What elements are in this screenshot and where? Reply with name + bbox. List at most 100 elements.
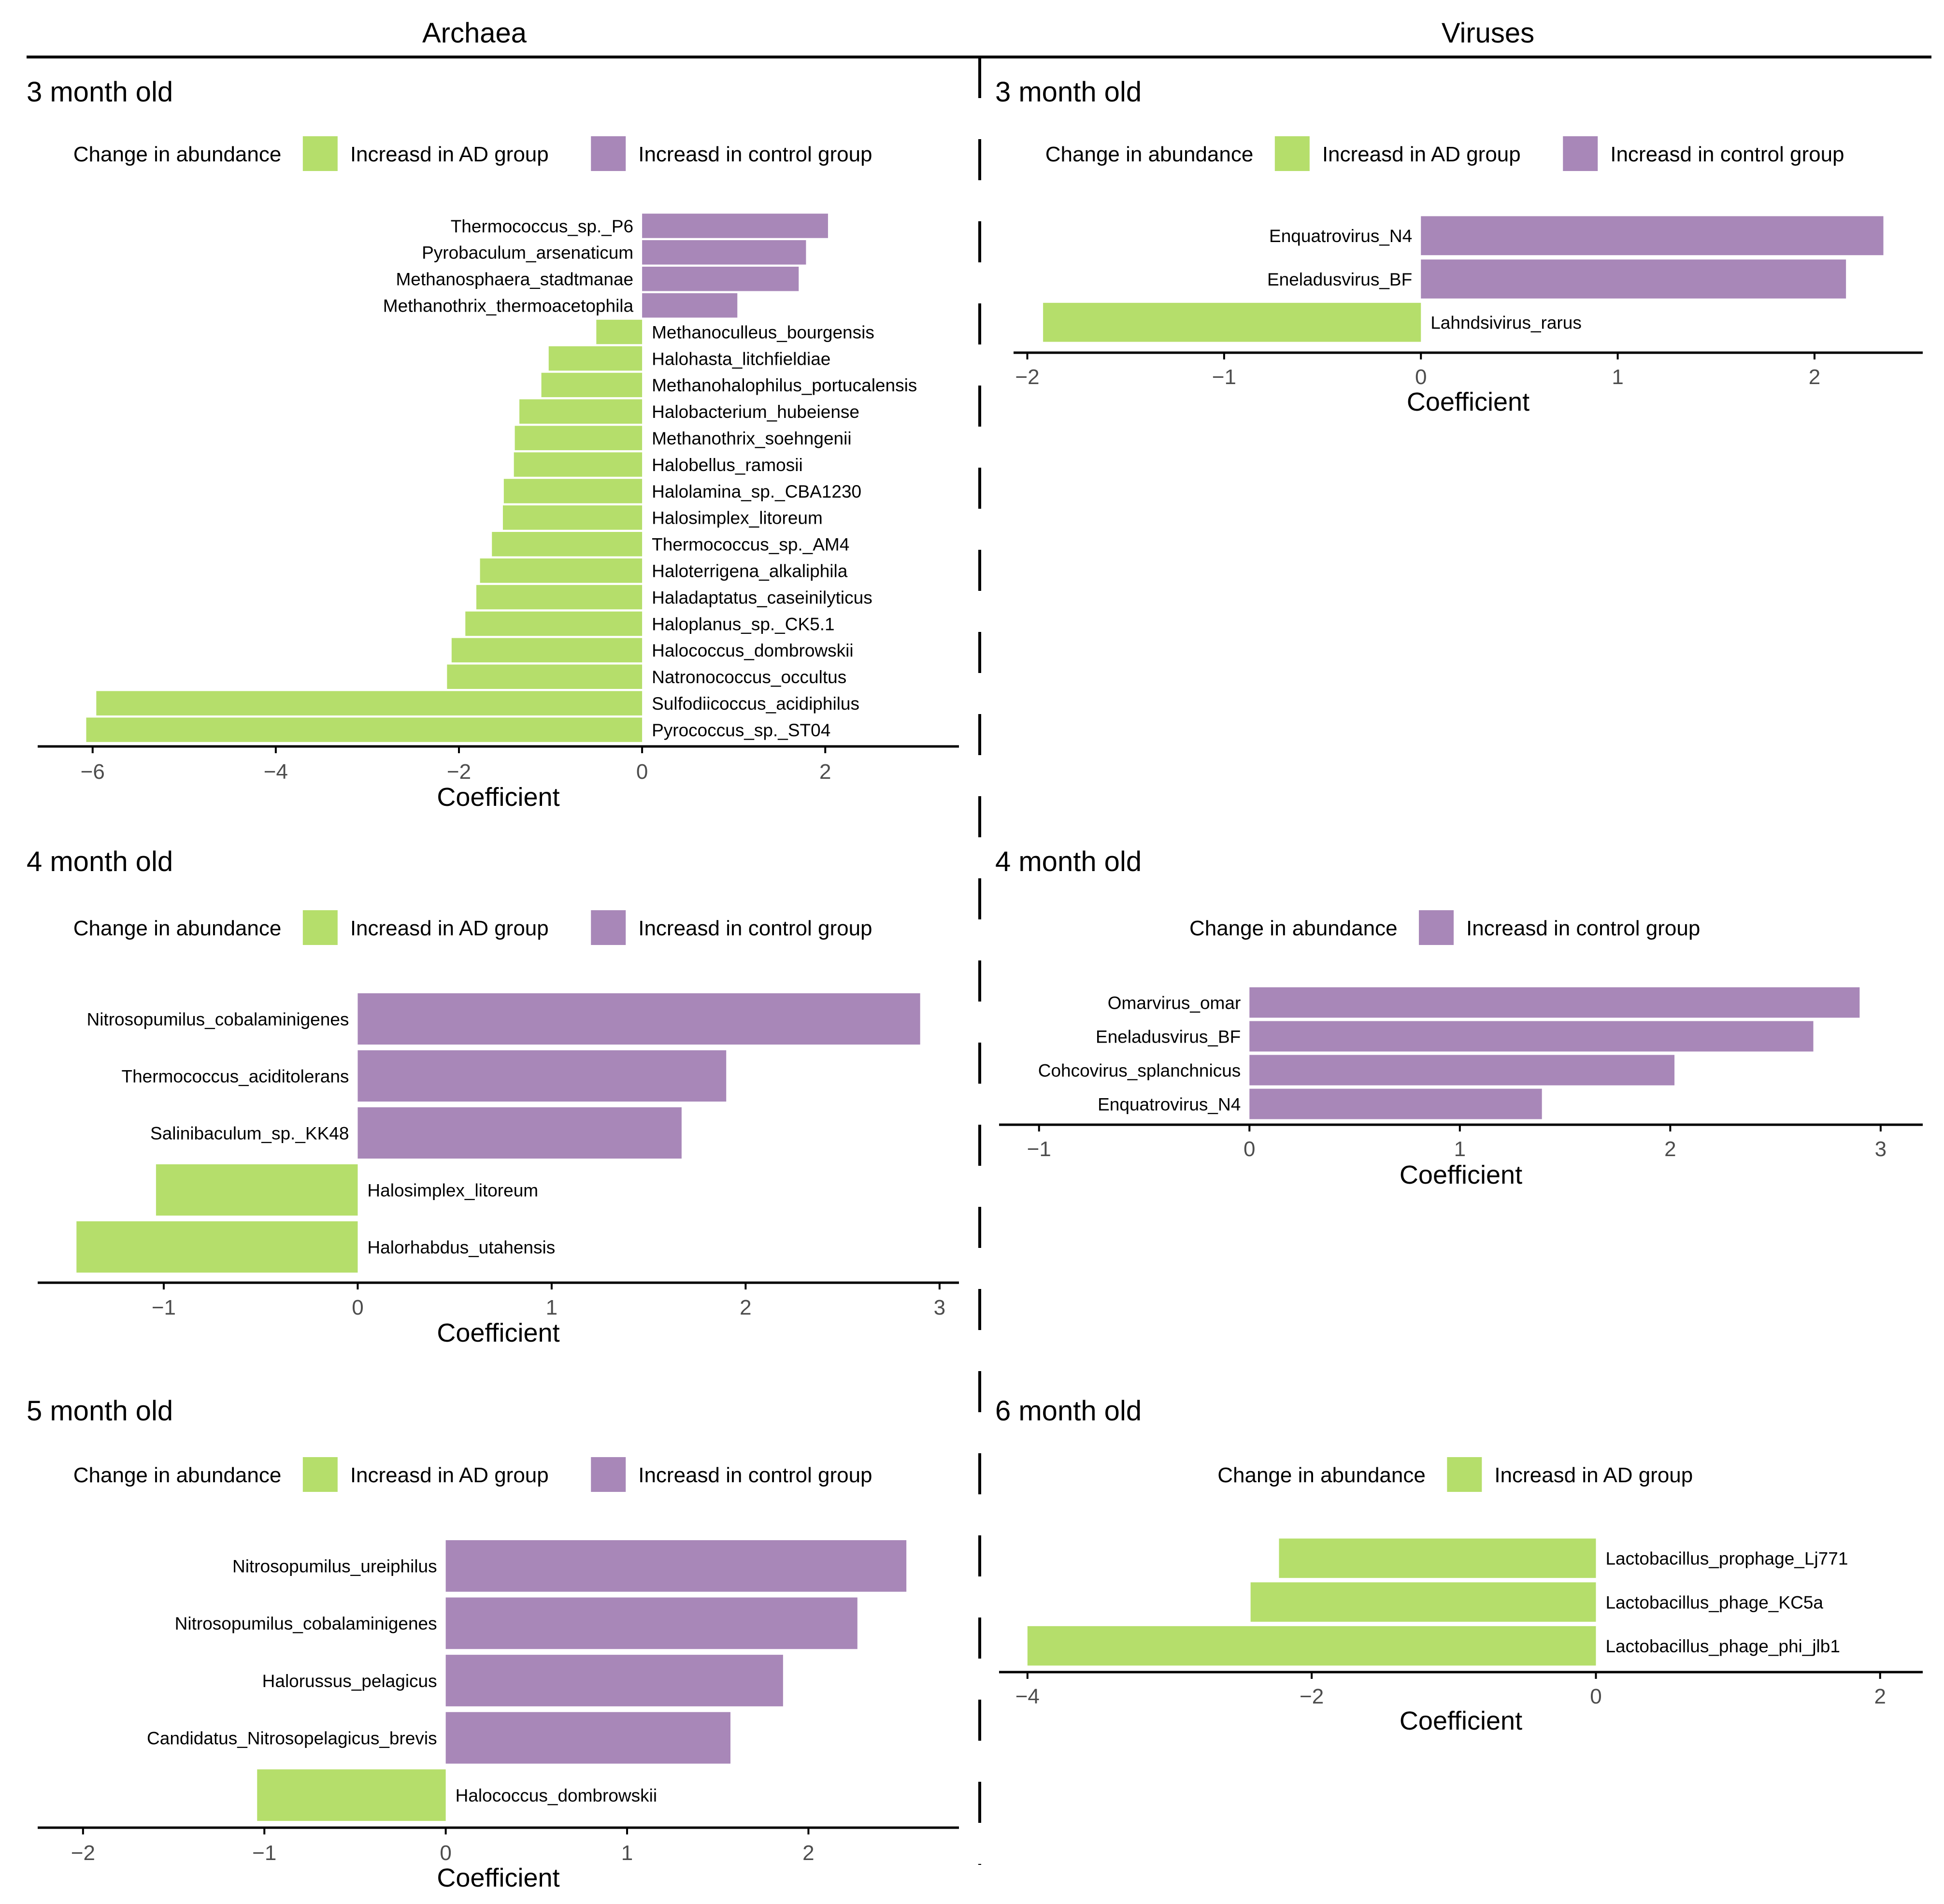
x-tick-label: −4 bbox=[264, 760, 288, 784]
legend-title: Change in abundance bbox=[1189, 916, 1398, 940]
x-tick-label: 0 bbox=[1244, 1137, 1255, 1161]
bar bbox=[357, 993, 920, 1045]
x-tick-label: −1 bbox=[1027, 1137, 1051, 1161]
bar-label: Nitrosopumilus_cobalaminigenes bbox=[86, 1009, 349, 1029]
legend: Change in abundance Increasd in AD group I… bbox=[73, 910, 872, 945]
legend-label: Increasd in control group bbox=[638, 143, 872, 166]
bar bbox=[642, 266, 799, 291]
x-tick-label: 2 bbox=[819, 760, 831, 784]
panels: 3 month old Change in abundance Increasd i… bbox=[27, 76, 1923, 1892]
bar-label: Haloplanus_sp._CK5.1 bbox=[652, 614, 834, 634]
x-tick-label: −6 bbox=[81, 760, 105, 784]
bar bbox=[1421, 216, 1884, 256]
bar-label: Halococcus_dombrowskii bbox=[652, 641, 853, 660]
panel-title: 6 month old bbox=[995, 1395, 1142, 1427]
x-tick-label: 2 bbox=[1874, 1685, 1886, 1708]
x-tick-label: 1 bbox=[621, 1841, 633, 1865]
panel-title: 3 month old bbox=[27, 76, 173, 108]
column-header-viruses: Viruses bbox=[1442, 17, 1534, 49]
bar-label: Candidatus_Nitrosopelagicus_brevis bbox=[147, 1728, 437, 1748]
bar-label: Methanosphaera_stadtmanae bbox=[396, 270, 633, 289]
bar-label: Nitrosopumilus_cobalaminigenes bbox=[175, 1614, 437, 1633]
legend: Change in abundance Increasd in AD group bbox=[1217, 1457, 1693, 1492]
bar bbox=[519, 399, 643, 424]
panel-title: 4 month old bbox=[995, 846, 1142, 877]
bar-label: Omarvirus_omar bbox=[1108, 993, 1241, 1013]
bar bbox=[451, 638, 643, 663]
legend-title: Change in abundance bbox=[1045, 143, 1254, 166]
legend-label: Increasd in control group bbox=[638, 1463, 872, 1487]
legend-label: Increasd in control group bbox=[1466, 916, 1700, 940]
bar-label: Cohcovirus_splanchnicus bbox=[1038, 1060, 1241, 1080]
x-tick-label: 0 bbox=[440, 1841, 451, 1865]
chart-panel: 3 month old Change in abundance Increasd i… bbox=[995, 76, 1923, 416]
bar bbox=[445, 1655, 783, 1706]
bar-label: Natronococcus_occultus bbox=[652, 667, 846, 687]
bar bbox=[357, 1050, 727, 1102]
x-tick-label: −2 bbox=[71, 1841, 95, 1865]
x-axis-title: Coefficient bbox=[437, 783, 559, 812]
bar bbox=[642, 240, 806, 265]
bar bbox=[257, 1769, 446, 1821]
bar-label: Halohasta_litchfieldiae bbox=[652, 349, 830, 369]
bar-label: Enquatrovirus_N4 bbox=[1098, 1094, 1241, 1114]
x-tick-label: −2 bbox=[1015, 365, 1039, 389]
bar-label: Halococcus_dombrowskii bbox=[456, 1786, 657, 1805]
bar-label: Halorussus_pelagicus bbox=[262, 1671, 437, 1691]
legend-title: Change in abundance bbox=[73, 1463, 282, 1487]
bar bbox=[514, 452, 643, 477]
bar-label: Haladaptatus_caseinilyticus bbox=[652, 587, 872, 607]
bar-label: Lactobacillus_phage_KC5a bbox=[1605, 1592, 1823, 1612]
legend-swatch-ad bbox=[302, 910, 338, 945]
x-tick-label: 2 bbox=[1664, 1137, 1676, 1161]
chart-panel: 5 month old Change in abundance Increasd i… bbox=[27, 1395, 959, 1892]
legend-label: Increasd in control group bbox=[1610, 143, 1844, 166]
bar bbox=[1249, 987, 1860, 1018]
x-tick-label: −1 bbox=[152, 1296, 176, 1319]
legend-swatch-ad bbox=[302, 1457, 338, 1492]
bar bbox=[1249, 1021, 1814, 1052]
bar-label: Pyrobaculum_arsenaticum bbox=[422, 243, 633, 263]
legend-swatch-control bbox=[1419, 910, 1454, 945]
bar bbox=[476, 585, 643, 610]
x-tick-label: 0 bbox=[636, 760, 648, 784]
bar bbox=[86, 717, 643, 742]
bar-label: Haloterrigena_alkaliphila bbox=[652, 561, 848, 581]
legend: Change in abundance Increasd in AD group I… bbox=[73, 1457, 872, 1492]
x-tick-label: 1 bbox=[546, 1296, 557, 1319]
x-tick-label: 3 bbox=[934, 1296, 945, 1319]
x-tick-label: 0 bbox=[1415, 365, 1427, 389]
x-axis-title: Coefficient bbox=[1407, 387, 1529, 416]
x-tick-label: 2 bbox=[802, 1841, 814, 1865]
bar bbox=[1250, 1582, 1596, 1622]
panel-title: 3 month old bbox=[995, 76, 1142, 108]
bar bbox=[76, 1221, 358, 1273]
bar-label: Halosimplex_litoreum bbox=[652, 508, 823, 528]
bar-label: Lactobacillus_prophage_Lj771 bbox=[1605, 1549, 1848, 1569]
panel-title: 5 month old bbox=[27, 1395, 173, 1427]
legend-swatch-control bbox=[591, 136, 626, 171]
bar bbox=[357, 1107, 682, 1159]
bar-label: Salinibaculum_sp._KK48 bbox=[150, 1123, 349, 1143]
x-tick-label: 1 bbox=[1454, 1137, 1466, 1161]
bar-label: Lactobacillus_phage_phi_jlb1 bbox=[1605, 1636, 1840, 1656]
legend: Change in abundance Increasd in AD group I… bbox=[73, 136, 872, 171]
bar bbox=[492, 531, 643, 557]
x-tick-label: 0 bbox=[352, 1296, 363, 1319]
bar bbox=[156, 1164, 358, 1216]
bar-label: Methanothrix_soehngenii bbox=[652, 429, 851, 448]
chart-panel: 4 month old Change in abundance Increasd i… bbox=[27, 846, 959, 1347]
bar bbox=[1043, 302, 1421, 342]
legend: Change in abundance Increasd in AD group I… bbox=[1045, 136, 1844, 171]
legend-swatch-control bbox=[591, 1457, 626, 1492]
bar-label: Thermococcus_aciditolerans bbox=[121, 1066, 349, 1086]
bar bbox=[96, 691, 643, 716]
bar bbox=[1249, 1055, 1675, 1086]
legend-label: Increasd in AD group bbox=[350, 916, 549, 940]
bar bbox=[502, 505, 643, 530]
legend-label: Increasd in AD group bbox=[1322, 143, 1521, 166]
legend-swatch-ad bbox=[1274, 136, 1310, 171]
x-axis-title: Coefficient bbox=[1400, 1160, 1522, 1189]
bar bbox=[515, 426, 643, 450]
